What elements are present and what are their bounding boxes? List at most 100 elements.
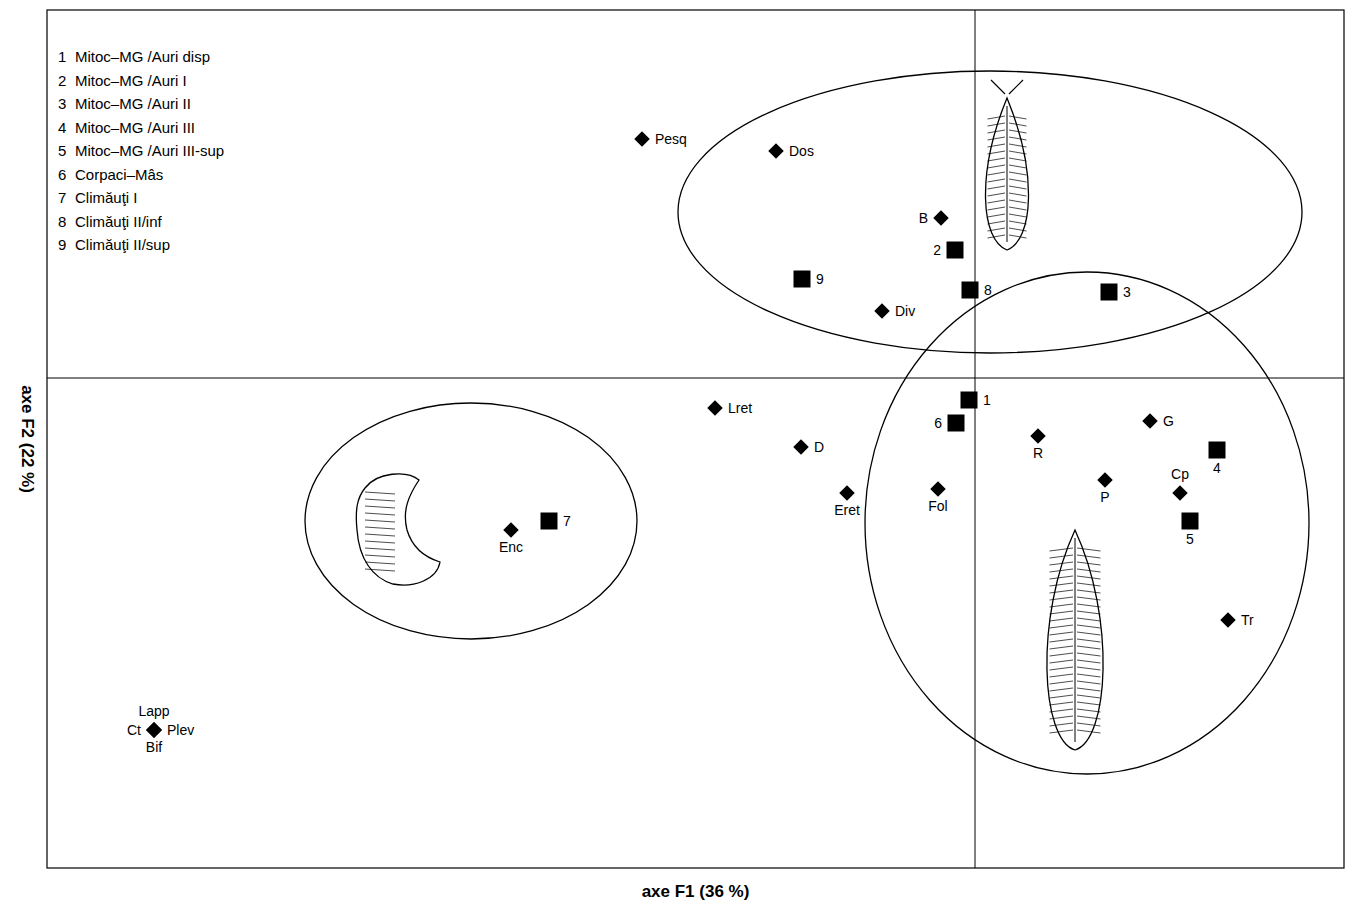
tool-hatch xyxy=(1009,221,1027,224)
tool-outline xyxy=(356,474,440,585)
point-label: 3 xyxy=(1123,284,1131,300)
point-label: 4 xyxy=(1213,460,1221,476)
tool-hatch xyxy=(1009,214,1027,217)
tool-hatch xyxy=(1050,709,1074,712)
tool-hatch xyxy=(1050,646,1074,649)
tool-hatch xyxy=(1009,172,1027,175)
point-label: Dos xyxy=(789,143,814,159)
group-ellipse xyxy=(678,71,1302,353)
tool-hatch xyxy=(988,172,1006,175)
tool-hatch xyxy=(988,214,1006,217)
tool-hatch xyxy=(988,235,1006,238)
tool-hatch xyxy=(1077,646,1101,649)
legend-label: Mitoc–MG /Auri III-sup xyxy=(75,142,224,159)
tool-hatch xyxy=(988,165,1006,168)
legend-number: 8 xyxy=(58,213,66,230)
tool-ridge xyxy=(1007,106,1008,242)
point-label: Lapp xyxy=(138,703,169,719)
tool-hatch xyxy=(1050,562,1074,565)
point-label: P xyxy=(1100,489,1109,505)
tool-hatch xyxy=(1077,695,1101,698)
tool-hatch xyxy=(1009,151,1027,154)
diamond-point xyxy=(839,485,855,501)
y-axis-title: axe F2 (22 %) xyxy=(18,385,37,493)
tool-drawing xyxy=(1047,530,1103,750)
point-label: Lret xyxy=(728,400,752,416)
square-point xyxy=(1101,284,1118,301)
point-label: 1 xyxy=(983,392,991,408)
tool-hatch xyxy=(1050,618,1074,621)
diamond-point xyxy=(1220,612,1236,628)
tool-hatch xyxy=(1009,186,1027,189)
tool-hatch xyxy=(1077,548,1101,551)
tool-hatch xyxy=(1009,137,1027,140)
tool-hatch xyxy=(1050,576,1074,579)
tool-hatch xyxy=(1077,576,1101,579)
tool-hatch xyxy=(1077,569,1101,572)
diamond-point xyxy=(793,439,809,455)
tool-hatch xyxy=(1009,200,1027,203)
tool-hatch xyxy=(1050,583,1074,586)
tool-hatch xyxy=(988,123,1006,126)
tool-hatch xyxy=(1077,709,1101,712)
tool-hatch xyxy=(1077,625,1101,628)
point-label: Div xyxy=(895,303,915,319)
square-point xyxy=(962,282,979,299)
tool-hatch xyxy=(1050,681,1074,684)
point-label: Pesq xyxy=(655,131,687,147)
tool-hatch xyxy=(365,527,395,529)
diamond-point xyxy=(874,303,890,319)
tool-hatch xyxy=(988,116,1006,119)
tool-hatch xyxy=(365,492,395,494)
tool-hatch xyxy=(988,228,1006,231)
tool-hatch xyxy=(988,193,1006,196)
tool-hatch xyxy=(988,186,1006,189)
tool-ridge xyxy=(1075,538,1076,742)
diamond-point xyxy=(634,131,650,147)
point-label: R xyxy=(1033,445,1043,461)
tool-hatch xyxy=(1050,730,1074,733)
legend-label: Mitoc–MG /Auri III xyxy=(75,119,195,136)
legend-label: Mitoc–MG /Auri disp xyxy=(75,48,210,65)
tool-hatch xyxy=(365,569,395,571)
diamond-point xyxy=(1030,428,1046,444)
tool-hatch xyxy=(988,179,1006,182)
tool-hatch xyxy=(1077,688,1101,691)
tool-hatch xyxy=(1077,667,1101,670)
point-label: Enc xyxy=(499,539,523,555)
point-label: 2 xyxy=(933,242,941,258)
tool-hatch xyxy=(988,151,1006,154)
tool-hatch xyxy=(1077,590,1101,593)
tool-hatch xyxy=(1077,604,1101,607)
tool-hatch xyxy=(1077,716,1101,719)
tool-hatch xyxy=(1050,688,1074,691)
point-label: G xyxy=(1163,413,1174,429)
points xyxy=(146,131,1236,738)
tool-outline xyxy=(1047,530,1103,750)
legend-number: 1 xyxy=(58,48,66,65)
point-label: Cp xyxy=(1171,466,1189,482)
diamond-point xyxy=(146,722,162,738)
tool-hatch xyxy=(1009,235,1027,238)
tool-hatch xyxy=(1050,695,1074,698)
legend-number: 2 xyxy=(58,72,66,89)
point-label: B xyxy=(919,210,928,226)
tool-hatch xyxy=(988,158,1006,161)
point-label: Ct xyxy=(127,722,141,738)
point-label: 9 xyxy=(816,271,824,287)
tool-hatch xyxy=(365,534,395,536)
diamond-point xyxy=(707,400,723,416)
diamond-point xyxy=(930,481,946,497)
tool-hatch xyxy=(365,499,395,501)
legend-label: Climăuţi II/sup xyxy=(75,236,170,253)
tool-hatch xyxy=(1050,590,1074,593)
tool-hatch xyxy=(1009,116,1027,119)
point-label: Tr xyxy=(1241,612,1254,628)
tool-hatch xyxy=(1077,702,1101,705)
diamond-point xyxy=(146,722,162,738)
tool-hatch xyxy=(1077,674,1101,677)
tool-hatch xyxy=(1009,228,1027,231)
tool-hatch xyxy=(1077,681,1101,684)
tool-hatch xyxy=(1077,597,1101,600)
legend-label: Climăuţi II/inf xyxy=(75,213,163,230)
